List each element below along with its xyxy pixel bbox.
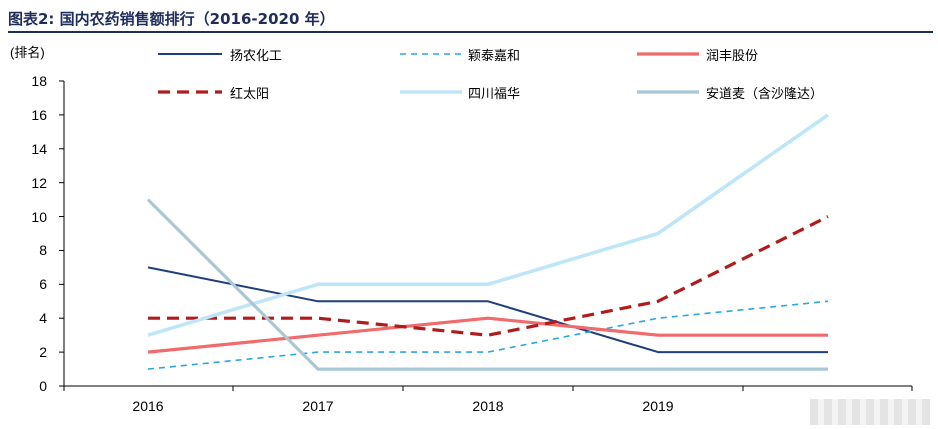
series-line-6 bbox=[146, 198, 828, 371]
y-tick-label: 18 bbox=[31, 73, 47, 89]
x-tick-label: 2018 bbox=[472, 398, 504, 414]
y-tick-label: 6 bbox=[39, 276, 47, 293]
series-line-3 bbox=[147, 316, 828, 354]
y-tick-label: 4 bbox=[39, 310, 47, 327]
legend-label: 润丰股份 bbox=[706, 49, 759, 64]
series-line-4 bbox=[148, 215, 829, 337]
y-tick-label: 2 bbox=[39, 344, 47, 361]
series-line-5 bbox=[147, 113, 830, 337]
title-row: 图表2: 国内农药销售额排行（2016-2020 年） bbox=[8, 4, 933, 33]
legend-label: 四川福华 bbox=[468, 87, 521, 102]
y-tick-label: 12 bbox=[31, 174, 47, 191]
chart-title: 图表2: 国内农药销售额排行（2016-2020 年） bbox=[8, 10, 335, 28]
y-tick-label: 10 bbox=[31, 208, 47, 225]
series-line-2 bbox=[147, 300, 829, 370]
legend-label: 安道麦（含沙隆达） bbox=[706, 87, 824, 102]
series-line-1 bbox=[147, 266, 828, 354]
y-axis-unit-label: (排名) bbox=[10, 45, 45, 60]
y-tick-label: 16 bbox=[31, 106, 47, 123]
x-tick-label: 2016 bbox=[132, 398, 164, 414]
legend-label: 扬农化工 bbox=[230, 49, 283, 64]
y-tick-label: 0 bbox=[39, 378, 47, 394]
title-rule bbox=[8, 31, 933, 33]
legend-label: 红太阳 bbox=[230, 87, 270, 102]
y-tick-label: 14 bbox=[31, 140, 47, 157]
watermark-blur bbox=[810, 399, 930, 425]
legend-label: 颖泰嘉和 bbox=[468, 49, 521, 64]
y-tick-label: 8 bbox=[39, 242, 47, 259]
x-tick-label: 2017 bbox=[302, 398, 334, 414]
x-tick-label: 2019 bbox=[642, 398, 674, 414]
